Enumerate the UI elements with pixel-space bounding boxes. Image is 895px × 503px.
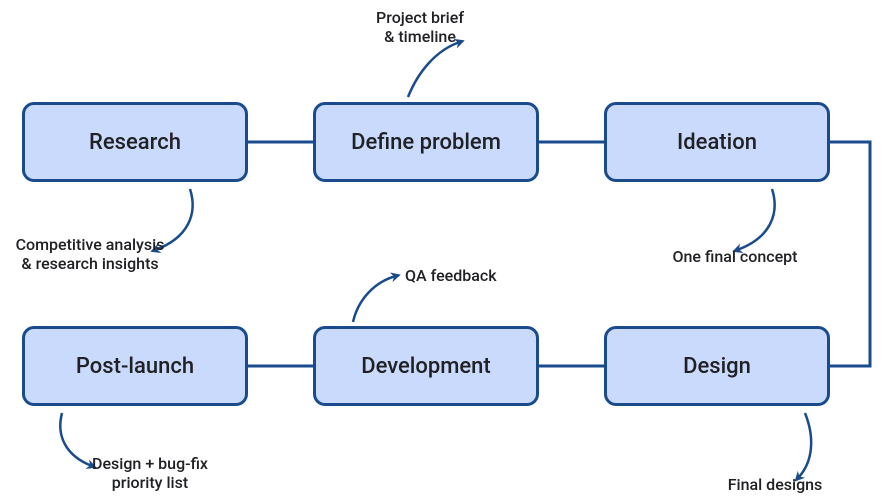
node-design: Design <box>604 326 830 406</box>
node-ideation: Ideation <box>604 102 830 182</box>
annotation-concept: One final concept <box>650 247 820 266</box>
node-development: Development <box>313 326 539 406</box>
node-label: Ideation <box>677 130 757 155</box>
node-label: Development <box>361 354 491 379</box>
concept-arrow <box>737 189 775 250</box>
node-label: Define problem <box>351 130 501 155</box>
connector-ideation-design <box>830 142 870 366</box>
annotation-qa: QA feedback <box>405 266 545 285</box>
node-define-problem: Define problem <box>313 102 539 182</box>
qa-arrow <box>353 276 396 322</box>
node-label: Post-launch <box>76 354 194 379</box>
node-post-launch: Post-launch <box>22 326 248 406</box>
node-research: Research <box>22 102 248 182</box>
node-label: Design <box>683 354 751 379</box>
annotation-designs: Final designs <box>700 475 850 494</box>
annotation-priority: Design + bug-fix priority list <box>60 454 240 492</box>
node-label: Research <box>89 130 181 155</box>
annotation-brief: Project brief & timeline <box>340 8 500 46</box>
brief-arrow <box>408 42 460 97</box>
annotation-insights: Competitive analysis & research insights <box>0 235 180 273</box>
designs-arrow <box>798 413 811 478</box>
